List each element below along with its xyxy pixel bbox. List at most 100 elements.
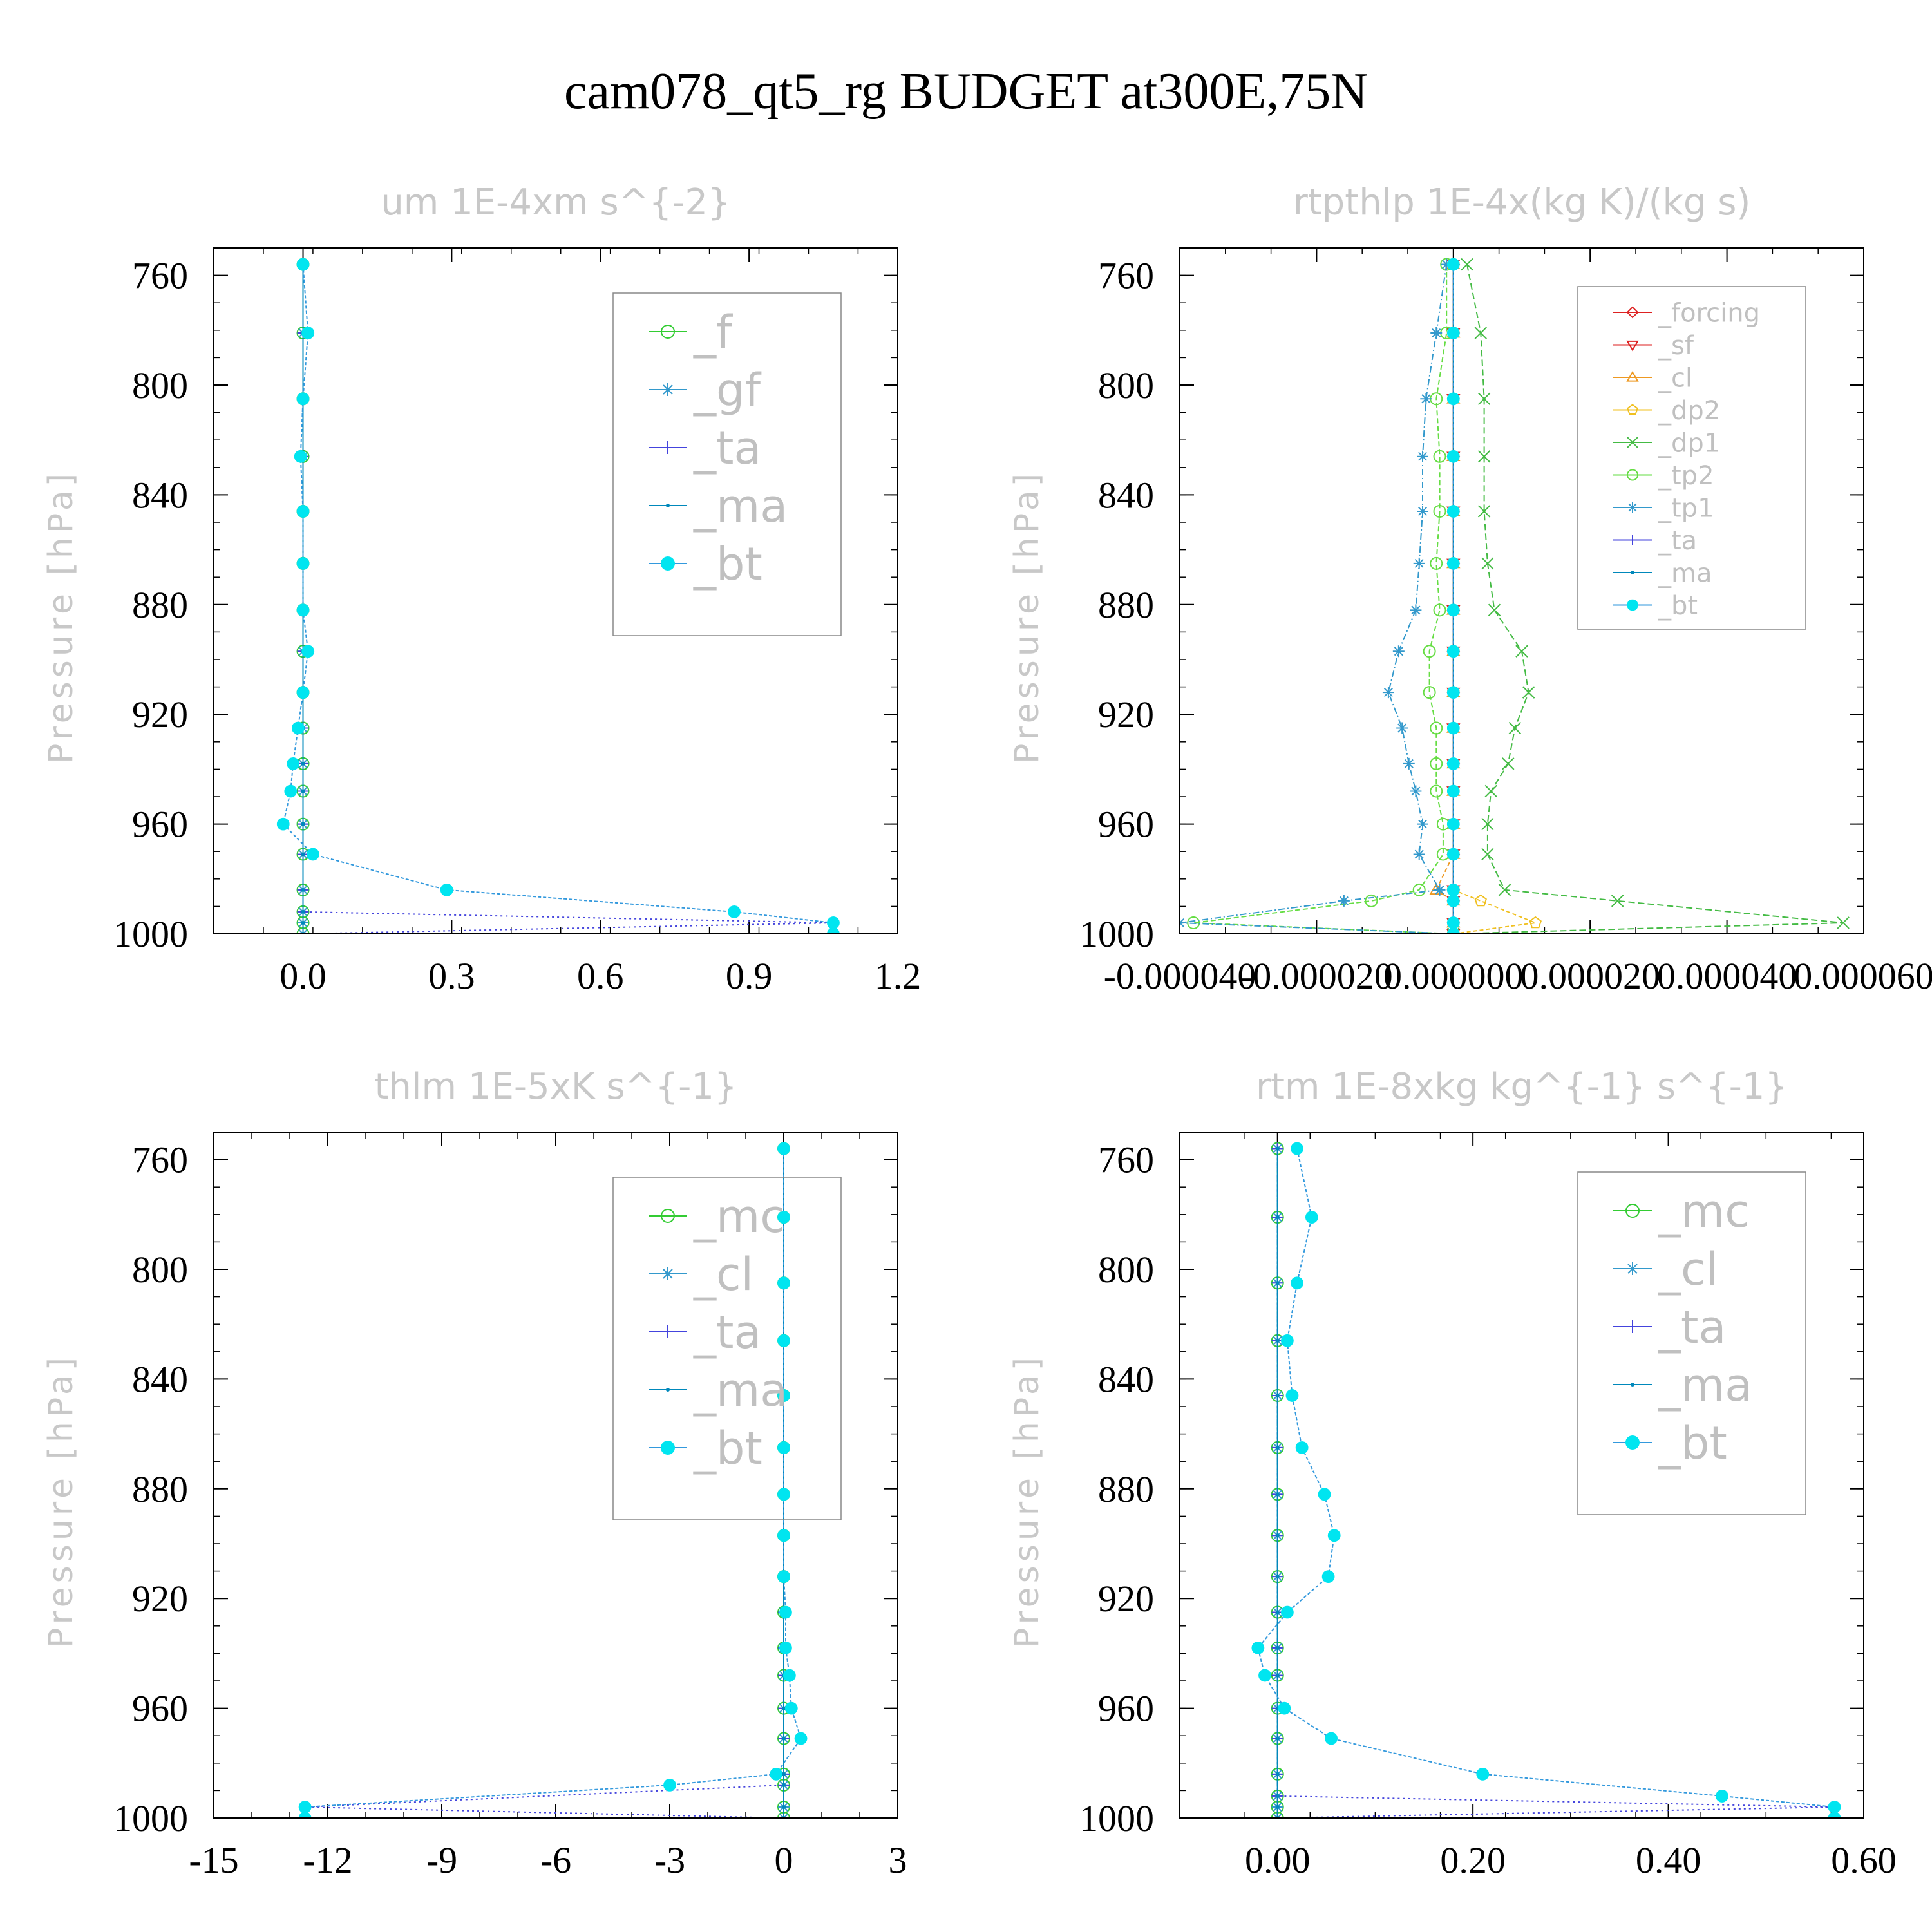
data-point xyxy=(1446,721,1460,735)
data-point xyxy=(1433,504,1446,518)
data-point xyxy=(1275,1804,1280,1809)
data-point xyxy=(296,392,310,406)
data-point xyxy=(1338,895,1350,907)
y-tick-label: 960 xyxy=(132,1688,188,1730)
data-point xyxy=(1476,1767,1490,1781)
data-point xyxy=(1275,1281,1280,1285)
data-point xyxy=(1611,895,1624,907)
plot-frame xyxy=(1179,247,1864,934)
legend-marker xyxy=(1631,571,1634,574)
data-point xyxy=(296,258,310,271)
plot-frame xyxy=(213,1132,898,1819)
legend-item: _ma xyxy=(1613,558,1712,588)
data-point xyxy=(1446,916,1460,929)
y-tick-label: 1000 xyxy=(1079,1797,1154,1839)
y-tick-label: 1000 xyxy=(113,913,188,955)
series-line xyxy=(1257,1148,1835,1818)
data-point xyxy=(1275,1610,1280,1615)
x-tick-label: -0.000040 xyxy=(1104,955,1256,997)
data-point xyxy=(1446,327,1460,339)
y-tick-label: 760 xyxy=(132,255,188,297)
data-point xyxy=(1275,1772,1280,1776)
data-point xyxy=(1321,1570,1335,1584)
legend-item: _dp1 xyxy=(1613,428,1720,458)
data-point xyxy=(782,1804,786,1809)
data-point xyxy=(777,1142,790,1155)
data-point xyxy=(777,1276,790,1290)
legend-label: _ta xyxy=(1658,526,1697,556)
y-tick-label: 880 xyxy=(1098,1468,1154,1510)
x-tick-label: 0.000000 xyxy=(1383,955,1524,997)
data-point xyxy=(1275,1393,1280,1397)
legend-marker xyxy=(1627,469,1638,481)
series-ta xyxy=(297,258,839,934)
y-tick-label: 760 xyxy=(1098,1139,1154,1181)
x-tick-label: 0.3 xyxy=(428,955,475,997)
series-layer xyxy=(298,1142,808,1818)
data-point xyxy=(1446,258,1460,271)
x-tick-label: 3 xyxy=(889,1839,907,1881)
data-point xyxy=(782,1772,786,1776)
data-point xyxy=(1446,894,1460,907)
data-point xyxy=(1508,721,1522,735)
y-tick-label: 800 xyxy=(1098,1249,1154,1291)
data-point xyxy=(1446,645,1460,658)
legend-marker xyxy=(1631,1383,1634,1387)
data-point xyxy=(1446,686,1460,699)
legend-label: _mc xyxy=(693,1190,785,1243)
panel-thlm: thlm 1E-5xK s^{-1} Pressure [hPa] 760 800 84… xyxy=(42,1066,907,1881)
legend-item: _bt xyxy=(1613,591,1698,621)
legend-marker xyxy=(666,504,670,507)
legend-item: _ma xyxy=(649,1364,788,1417)
data-point xyxy=(1295,1441,1309,1454)
x-tick-label: 0.000060 xyxy=(1794,955,1932,997)
data-point xyxy=(1502,757,1515,770)
y-tick-label: 840 xyxy=(132,1358,188,1400)
data-point xyxy=(1275,1445,1280,1450)
legend-label: _cl xyxy=(693,1248,753,1301)
data-point xyxy=(307,848,319,861)
data-point xyxy=(1423,686,1436,699)
legend-marker xyxy=(661,383,674,396)
data-point xyxy=(779,1605,792,1619)
x-tick-label: 0.60 xyxy=(1831,1839,1897,1881)
legend-marker xyxy=(661,1209,675,1223)
legend-marker xyxy=(1627,437,1638,448)
series-ta xyxy=(1271,1142,1841,1818)
major-ticks xyxy=(1179,248,1864,934)
panel-title: rtpthlp 1E-4x(kg K)/(kg s) xyxy=(1293,182,1751,223)
series-ma xyxy=(1275,1146,1280,1818)
legend-item: _ta xyxy=(649,422,761,475)
data-point xyxy=(1828,1801,1841,1814)
data-point xyxy=(301,327,315,339)
legend-label: _bt xyxy=(693,1422,762,1475)
x-tick-label: 1.2 xyxy=(875,955,922,997)
legend-label: _bt xyxy=(1658,591,1698,621)
legend-label: _sf xyxy=(1658,331,1694,361)
legend-label: _gf xyxy=(693,364,761,417)
data-point xyxy=(1446,392,1460,406)
data-point xyxy=(777,1529,790,1542)
data-point xyxy=(1275,1492,1280,1497)
legend-item: _tp1 xyxy=(1613,493,1714,523)
x-tick-label: 0.40 xyxy=(1636,1839,1701,1881)
data-point xyxy=(1441,258,1453,270)
data-point xyxy=(1477,392,1491,406)
legend: _forcing_sf_cl_dp2_dp1_tp2_tp1_ta_ma_bt xyxy=(1577,286,1806,630)
legend-marker xyxy=(1626,306,1639,319)
y-tick-label: 960 xyxy=(132,804,188,846)
data-point xyxy=(1413,848,1425,860)
legend-item: _dp2 xyxy=(1613,396,1720,426)
x-tick-label: -9 xyxy=(426,1839,457,1881)
series-ta xyxy=(299,1142,790,1818)
major-ticks xyxy=(213,1132,898,1819)
data-point xyxy=(301,822,305,826)
data-point xyxy=(1275,1215,1280,1220)
data-point xyxy=(1529,916,1542,929)
data-point xyxy=(1275,1533,1280,1538)
data-point xyxy=(1410,604,1422,616)
legend-item: _bt xyxy=(649,1422,762,1475)
data-point xyxy=(1396,722,1408,734)
legend-box xyxy=(612,1177,842,1520)
legend-label: _dp2 xyxy=(1658,396,1720,426)
